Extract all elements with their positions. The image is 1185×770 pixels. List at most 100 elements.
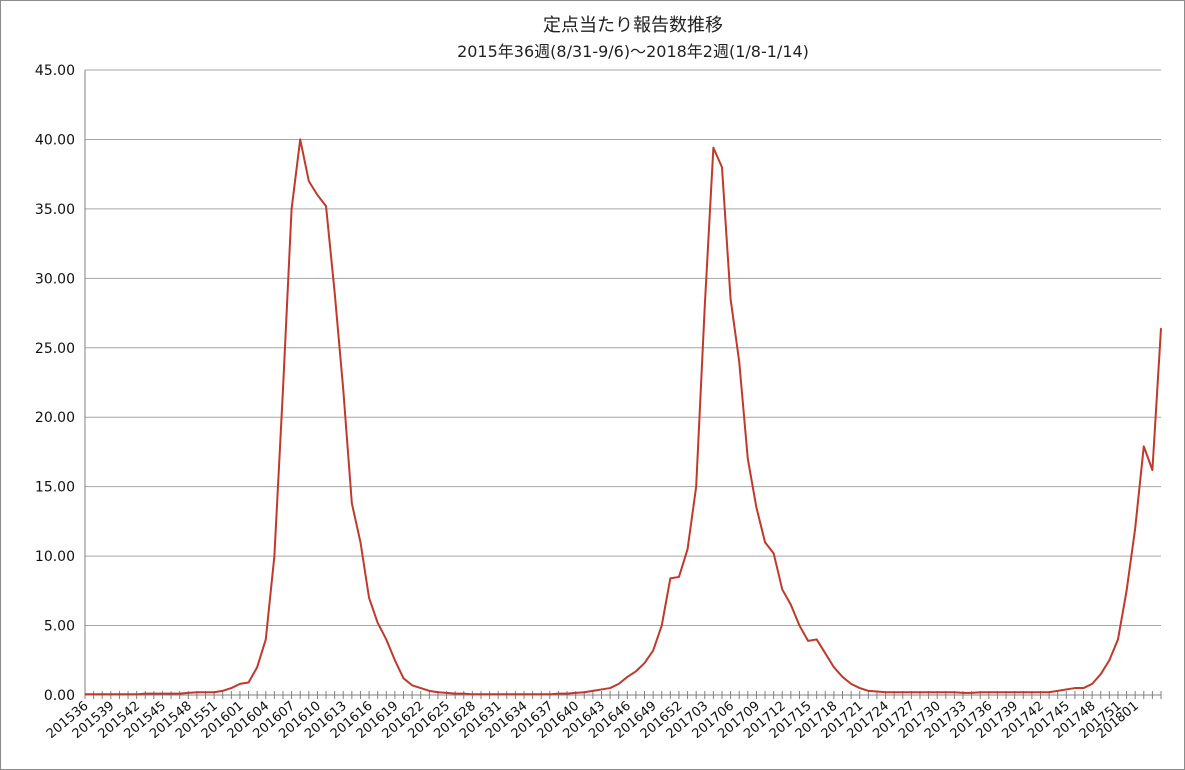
axes xyxy=(84,70,1162,699)
data-point xyxy=(342,388,344,391)
data-point xyxy=(213,691,215,693)
data-point xyxy=(730,298,732,300)
data-point xyxy=(798,624,801,627)
data-point xyxy=(1117,638,1119,641)
data-point xyxy=(144,693,146,695)
data-point xyxy=(1100,673,1102,675)
y-tick-label: 10.00 xyxy=(35,549,75,565)
data-point xyxy=(609,687,611,689)
data-point xyxy=(506,693,508,695)
data-point xyxy=(661,624,663,627)
data-point xyxy=(1091,683,1093,685)
x-axis-tick-labels: 2015362015392015422015452015482015512016… xyxy=(44,699,1142,742)
data-point xyxy=(497,693,499,695)
data-point xyxy=(187,692,189,694)
data-point xyxy=(471,693,473,695)
data-point xyxy=(867,690,869,692)
data-point xyxy=(721,166,723,168)
data-point xyxy=(402,677,405,679)
data-point xyxy=(299,138,301,141)
data-point xyxy=(1022,691,1024,693)
data-point xyxy=(902,691,904,693)
data-point xyxy=(549,693,551,695)
data-point xyxy=(738,361,740,363)
y-tick-label: 30.00 xyxy=(35,271,75,287)
data-point xyxy=(1074,687,1076,689)
data-point xyxy=(876,690,878,693)
data-point xyxy=(575,692,577,694)
series-line xyxy=(85,138,1162,696)
data-point xyxy=(695,486,697,488)
data-point xyxy=(1031,691,1033,693)
data-point xyxy=(101,693,103,695)
data-point xyxy=(540,693,542,695)
data-point xyxy=(1143,445,1145,447)
data-point xyxy=(747,458,749,460)
data-point xyxy=(463,693,465,695)
data-point xyxy=(1065,688,1067,691)
data-point xyxy=(600,688,603,691)
y-tick-label: 0.00 xyxy=(44,688,75,704)
data-point xyxy=(816,638,818,641)
data-point xyxy=(84,693,86,695)
data-point xyxy=(411,684,413,686)
data-point xyxy=(652,649,654,652)
y-tick-label: 15.00 xyxy=(35,480,75,496)
data-point xyxy=(385,638,387,641)
data-point xyxy=(1057,690,1059,692)
data-point xyxy=(1134,527,1136,529)
data-point xyxy=(1160,327,1162,329)
y-tick-label: 5.00 xyxy=(44,619,75,635)
data-point xyxy=(592,690,594,692)
data-point xyxy=(480,693,482,695)
data-point xyxy=(273,555,275,557)
data-point xyxy=(936,691,938,693)
data-point xyxy=(859,687,861,689)
data-point xyxy=(919,691,921,693)
data-point xyxy=(979,691,981,693)
data-point xyxy=(420,687,422,689)
data-point xyxy=(618,683,620,685)
data-point xyxy=(196,691,198,693)
data-point xyxy=(290,208,293,210)
data-point xyxy=(488,693,491,695)
data-point xyxy=(755,506,758,509)
data-point xyxy=(669,577,671,579)
chart-title: 定点当たり報告数推移 xyxy=(543,15,723,36)
data-point xyxy=(893,691,895,693)
data-point xyxy=(437,691,439,693)
data-point xyxy=(635,670,637,672)
data-point xyxy=(247,681,250,684)
data-point xyxy=(359,541,362,543)
data-point xyxy=(428,690,430,692)
data-point xyxy=(712,147,714,149)
data-point xyxy=(308,180,310,182)
data-point xyxy=(179,693,181,695)
data-point xyxy=(127,693,129,695)
data-point xyxy=(265,638,267,641)
data-point xyxy=(841,676,844,678)
chart-subtitle: 2015年36週(8/31-9/6)～2018年2週(1/8-1/14) xyxy=(457,42,809,61)
data-point xyxy=(583,691,585,693)
data-point xyxy=(222,690,224,692)
data-point xyxy=(161,693,164,695)
data-point xyxy=(1005,691,1007,693)
data-point xyxy=(850,683,852,685)
data-point xyxy=(884,691,887,693)
data-point xyxy=(1014,691,1016,693)
data-point xyxy=(204,691,207,693)
data-point xyxy=(971,692,973,694)
data-point xyxy=(351,502,353,504)
data-point xyxy=(704,305,706,307)
data-point xyxy=(988,691,990,693)
y-tick-label: 45.00 xyxy=(35,63,75,79)
data-point xyxy=(824,652,826,654)
data-point xyxy=(764,541,766,543)
y-tick-label: 25.00 xyxy=(35,341,75,357)
data-point xyxy=(334,291,336,293)
data-point xyxy=(781,588,783,591)
data-point xyxy=(445,692,448,694)
data-point xyxy=(454,693,456,695)
data-point xyxy=(807,640,809,642)
